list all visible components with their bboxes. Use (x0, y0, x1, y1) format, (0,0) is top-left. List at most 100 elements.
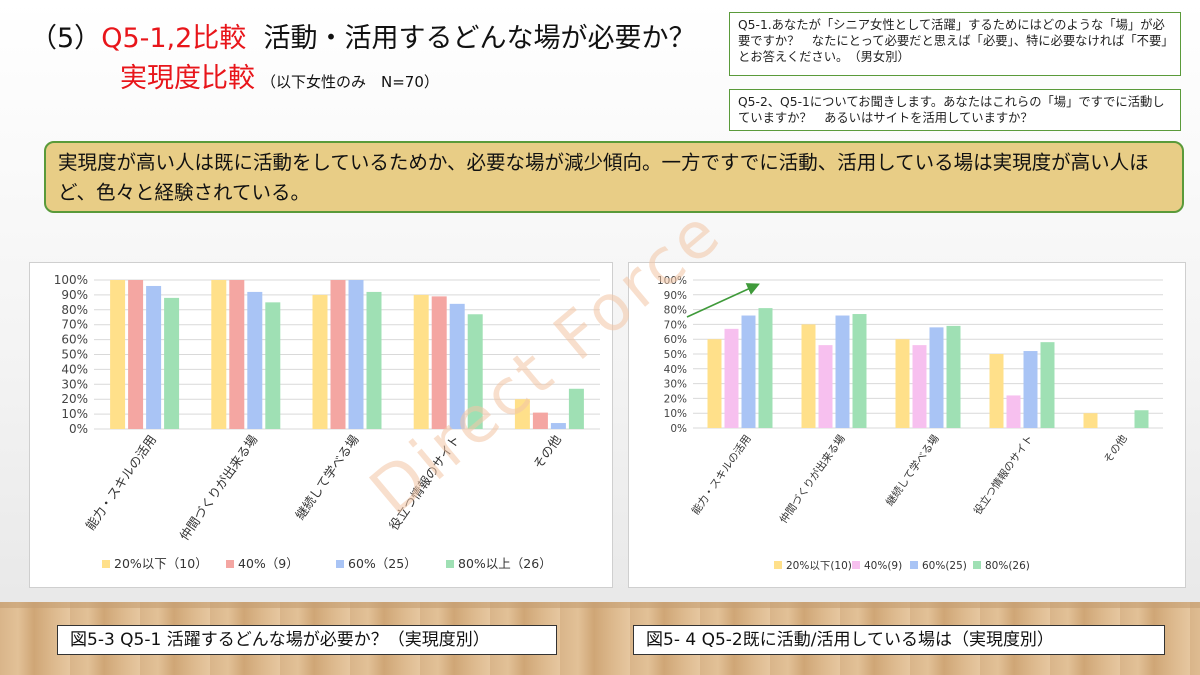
x-category-label: その他 (530, 432, 564, 472)
bar (128, 280, 144, 429)
bar (211, 280, 227, 429)
bar (449, 303, 465, 429)
bar (852, 314, 867, 428)
bar (707, 339, 722, 428)
x-category-label: 仲間づくりが出来る場 (176, 432, 260, 543)
y-tick-label: 20% (61, 392, 88, 406)
legend-swatch (226, 560, 234, 568)
bar (895, 339, 910, 428)
chart-q5-1: 0%10%20%30%40%50%60%70%80%90%100% 能力・スキルの… (54, 273, 600, 571)
bar (413, 294, 429, 429)
bar (818, 345, 833, 428)
bar (568, 388, 584, 429)
y-tick-label: 100% (54, 273, 88, 287)
bar (801, 324, 816, 428)
title-prefix: （5） (30, 23, 102, 54)
legend-swatch (973, 561, 981, 569)
chart-q5-2: 0% 10% 20% 30% 40% 50% 60% 70% 80% 90% 100% 能力・スキルの… (657, 275, 1163, 572)
bar (348, 280, 364, 429)
legend-swatch (102, 560, 110, 568)
caption-right: 図5- 4 Q5-2既に活動/活用している場は（実現度別） (633, 625, 1165, 655)
bar (929, 327, 944, 428)
bar (946, 325, 961, 428)
y-tick-label: 100% (657, 275, 687, 287)
y-tick-label: 80% (664, 305, 687, 317)
y-tick-label: 90% (61, 288, 88, 302)
y-tick-label: 10% (61, 407, 88, 421)
bar (146, 285, 162, 429)
chart-panel-right: 0% 10% 20% 30% 40% 50% 60% 70% 80% 90% 100% 能力・スキルの… (628, 262, 1186, 588)
y-tick-label: 0% (69, 422, 88, 436)
x-category-label: その他 (1101, 432, 1130, 466)
legend-swatch (910, 561, 918, 569)
legend-label: 20%以下（10） (114, 556, 208, 571)
legend-label: 80%以上（26） (458, 556, 552, 571)
title-rest: 活動・活用するどんな場が必要か？ (263, 23, 696, 54)
summary-box: 実現度が高い人は既に活動をしているためか、必要な場が減少傾向。一方ですでに活動、… (44, 141, 1184, 213)
bar (1083, 413, 1098, 428)
legend-label: 40%（9） (238, 556, 299, 571)
x-category-label: 能力・スキルの活用 (82, 432, 159, 533)
y-tick-label: 50% (664, 349, 687, 361)
legend-swatch (852, 561, 860, 569)
bar (741, 315, 756, 428)
trend-arrow (686, 283, 760, 318)
y-tick-label: 90% (664, 290, 687, 302)
legend-swatch (774, 561, 782, 569)
y-tick-label: 80% (61, 303, 88, 317)
bar (110, 280, 126, 429)
y-tick-label: 10% (664, 408, 687, 420)
page-title: （5）Q5-1,2比較 活動・活用するどんな場が必要か？ (30, 16, 695, 55)
bar (758, 308, 773, 428)
question-box-q5-1: Q5-1.あなたが「シニア女性として活躍」するためにはどのような「場」が必要です… (729, 12, 1181, 76)
x-category-label: 役立つ情報のサイト (971, 432, 1036, 517)
legend-label: 20%以下(10) (786, 560, 852, 572)
sample-note: （以下女性のみ N=70） (261, 73, 439, 91)
bar (1023, 351, 1038, 428)
y-tick-label: 30% (61, 377, 88, 391)
title-code: Q5-1,2比較 (101, 23, 247, 54)
caption-left: 図5-3 Q5-1 活躍するどんな場が必要か？（実現度別） (57, 625, 557, 655)
legend-label: 40%(9) (864, 560, 902, 572)
bar (366, 291, 382, 429)
bar (247, 291, 263, 429)
bar (1134, 410, 1149, 428)
legend-label: 60%（25） (348, 556, 417, 571)
bar (467, 314, 483, 429)
bar (1006, 395, 1021, 428)
y-tick-label: 70% (61, 318, 88, 332)
question-box-q5-2: Q5-2、Q5-1についてお聞きします。あなたはこれらの「場」ですでに活動してい… (729, 89, 1181, 131)
bar (265, 302, 281, 429)
x-category-label: 仲間づくりが出来る場 (777, 432, 848, 526)
bar (312, 294, 328, 429)
bar (724, 328, 739, 428)
bar (514, 399, 530, 429)
y-tick-label: 0% (670, 423, 687, 435)
y-tick-label: 40% (664, 364, 687, 376)
y-tick-label: 30% (664, 379, 687, 391)
y-tick-label: 40% (61, 362, 88, 376)
bar (229, 280, 245, 429)
subtitle-text: 実現度比較 (120, 63, 255, 94)
legend-label: 60%(25) (922, 560, 967, 572)
legend-swatch (336, 560, 344, 568)
legend-label: 80%(26) (985, 560, 1030, 572)
bar (835, 315, 850, 428)
bar (532, 412, 548, 429)
x-category-label: 能力・スキルの活用 (689, 432, 754, 517)
chart-panel-left: 0% 10% 20% 30% 40% 50% 60% 70% 80% 90% 100% 能力・スキルの… (29, 262, 613, 588)
page-subtitle: 実現度比較 （以下女性のみ N=70） (120, 56, 439, 95)
y-tick-label: 50% (61, 348, 88, 362)
bar (989, 354, 1004, 428)
legend-swatch (446, 560, 454, 568)
x-category-label: 役立つ情報のサイト (386, 432, 463, 533)
x-category-label: 継続して学べる場 (292, 432, 361, 522)
y-tick-label: 20% (664, 393, 687, 405)
x-category-label: 継続して学べる場 (883, 432, 942, 508)
y-tick-label: 70% (664, 319, 687, 331)
y-tick-label: 60% (61, 333, 88, 347)
bar (912, 345, 927, 428)
bar (550, 423, 566, 429)
y-tick-label: 60% (664, 334, 687, 346)
bar (1040, 342, 1055, 428)
